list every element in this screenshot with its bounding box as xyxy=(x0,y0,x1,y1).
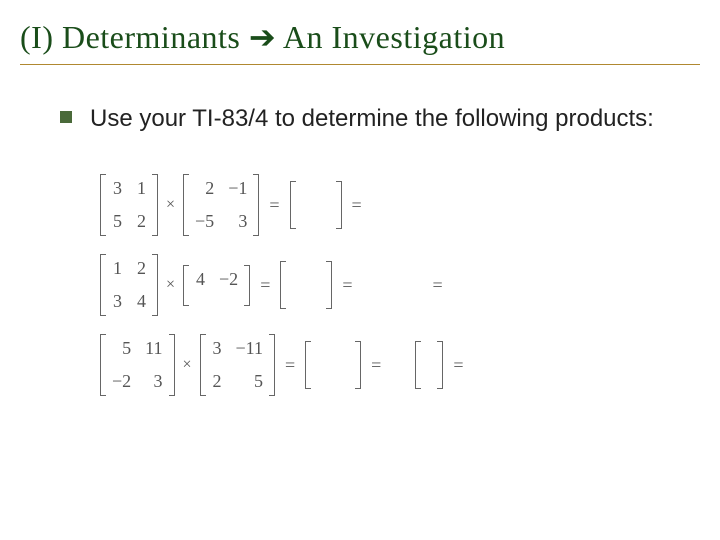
equals-3b: = xyxy=(365,355,387,376)
matrix-3a: 5−2 113 xyxy=(100,334,175,396)
result-2 xyxy=(280,261,332,309)
slide-title: (I) Determinants ➔ An Investigation xyxy=(20,18,700,56)
title-area: (I) Determinants ➔ An Investigation xyxy=(0,0,720,73)
bullet-item: Use your TI-83/4 to determine the follow… xyxy=(60,103,680,134)
matrix-3b: 32 −115 xyxy=(200,334,275,396)
times-3: × xyxy=(179,356,196,374)
matrix-2b: 4 −2 xyxy=(183,265,250,306)
result-1 xyxy=(290,181,342,229)
equals-2c: = xyxy=(427,275,449,296)
equation-row-2: 13 24 × 4 −2 = = = xyxy=(100,254,680,316)
bullet-marker xyxy=(60,111,72,123)
title-underline xyxy=(20,64,700,65)
equals-1b: = xyxy=(346,195,368,216)
equals-2b: = xyxy=(336,275,358,296)
bullet-text: Use your TI-83/4 to determine the follow… xyxy=(90,103,654,134)
matrix-1b: 2−5 −13 xyxy=(183,174,259,236)
matrix-2a: 13 24 xyxy=(100,254,158,316)
equals-1a: = xyxy=(263,195,285,216)
math-area: 35 12 × 2−5 −13 = = xyxy=(100,174,680,396)
content-area: Use your TI-83/4 to determine the follow… xyxy=(0,73,720,396)
equals-3c: = xyxy=(447,355,469,376)
equals-3a: = xyxy=(279,355,301,376)
equation-row-1: 35 12 × 2−5 −13 = = xyxy=(100,174,680,236)
result-3b xyxy=(415,341,443,389)
matrix-1a: 35 12 xyxy=(100,174,158,236)
equation-row-3: 5−2 113 × 32 −115 = = xyxy=(100,334,680,396)
times-2: × xyxy=(162,276,179,294)
equals-2a: = xyxy=(254,275,276,296)
times-1: × xyxy=(162,196,179,214)
result-3a xyxy=(305,341,361,389)
